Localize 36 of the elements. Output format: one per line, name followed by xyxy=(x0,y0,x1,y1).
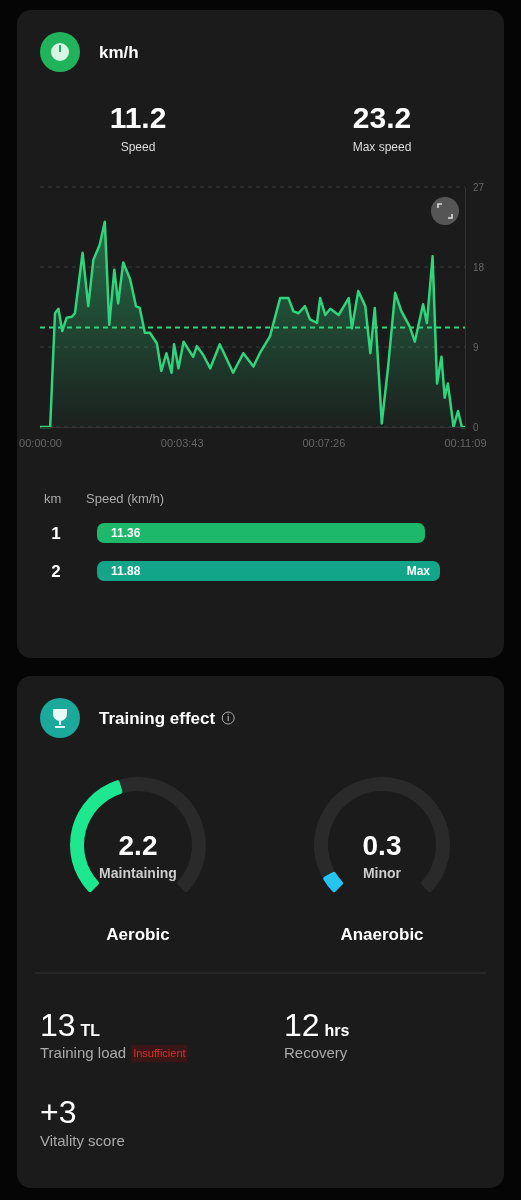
text: Aerobic xyxy=(106,925,170,944)
text: Speed xyxy=(120,140,156,154)
y-axis-title: km xyxy=(44,491,62,506)
y-tick-label: 18 xyxy=(473,261,485,273)
annotation: Max xyxy=(406,564,431,578)
text: +3 xyxy=(40,1094,77,1130)
chart-title: km/h xyxy=(99,43,139,62)
text: 11.2 xyxy=(109,101,167,134)
x-tick-label: 00:11:09 xyxy=(444,436,487,449)
text: 12 xyxy=(284,1007,320,1043)
y-tick-label: 27 xyxy=(473,181,485,193)
text: TL xyxy=(80,1022,101,1039)
y-tick-label: 0 xyxy=(473,421,479,433)
text: Anaerobic xyxy=(340,925,424,944)
x-tick-label: 00:00:00 xyxy=(19,436,62,449)
x-tick-label: 00:07:26 xyxy=(302,436,346,449)
y-tick-label: 1 xyxy=(51,524,61,543)
text: Vitality score xyxy=(40,1132,125,1149)
text: 13 xyxy=(40,1007,76,1043)
text: Insufficient xyxy=(133,1047,186,1059)
data-label: 11.88 xyxy=(111,564,141,578)
text: Training effect xyxy=(99,709,216,728)
text: 2.2 xyxy=(118,830,158,861)
text: Recovery xyxy=(284,1044,348,1061)
data-label: 11.36 xyxy=(111,526,141,540)
text: 0.3 xyxy=(362,830,402,861)
text: Maintaining xyxy=(99,865,177,881)
text: 23.2 xyxy=(352,101,412,134)
text: hrs xyxy=(324,1022,350,1039)
x-tick-label: 00:03:43 xyxy=(160,436,204,449)
x-axis-title: Speed (km/h) xyxy=(86,491,165,506)
text: Max speed xyxy=(352,140,412,154)
text: Minor xyxy=(362,865,402,881)
y-tick-label: 2 xyxy=(51,562,61,581)
y-tick-label: 9 xyxy=(473,341,479,353)
text: Training load xyxy=(40,1044,127,1061)
